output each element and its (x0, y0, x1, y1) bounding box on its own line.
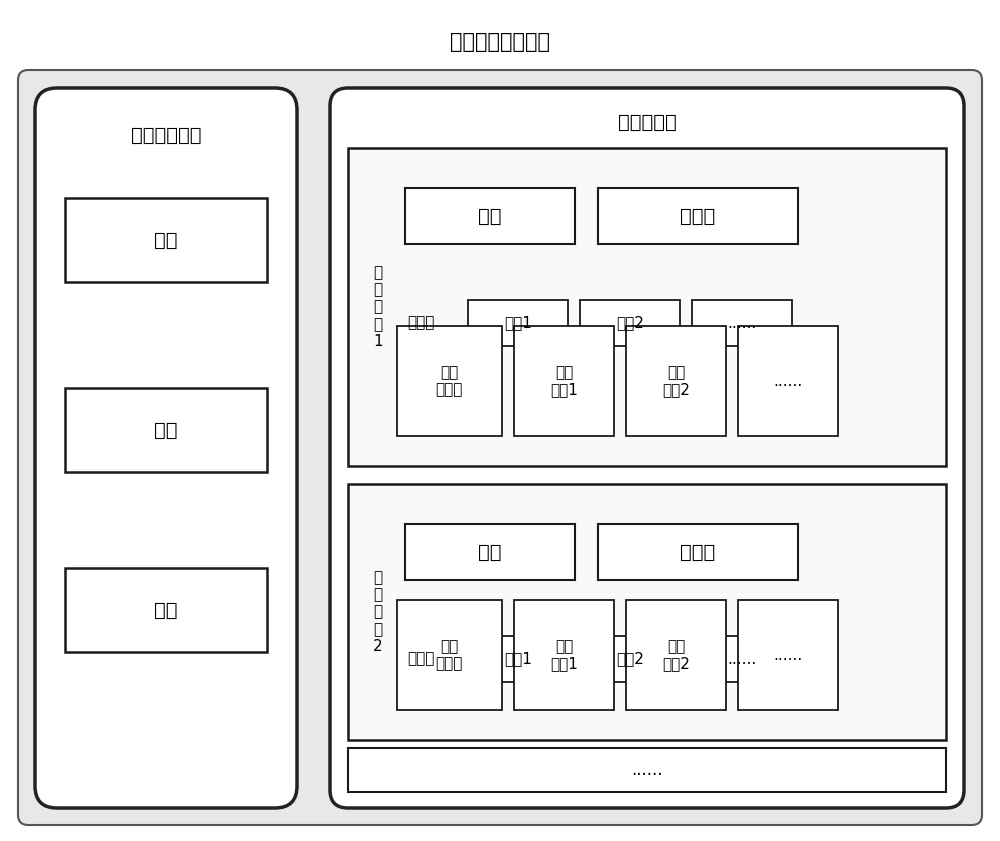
Text: 触发
功能1: 触发 功能1 (550, 639, 578, 671)
Text: 参数2: 参数2 (616, 315, 644, 331)
Bar (598, 524, 798, 580)
Text: 触发
功能集: 触发 功能集 (435, 365, 463, 397)
Bar (348, 148, 946, 466)
Bar (348, 484, 946, 740)
Bar (65, 388, 267, 472)
Text: ......: ...... (773, 648, 803, 663)
Bar (65, 198, 267, 282)
Bar (468, 636, 568, 682)
Bar (598, 188, 798, 244)
Text: 测
试
功
能
2: 测 试 功 能 2 (373, 569, 383, 654)
Text: 参数1: 参数1 (504, 315, 532, 331)
Text: 图标: 图标 (154, 420, 178, 440)
Text: 测试功能集: 测试功能集 (618, 113, 676, 131)
Bar (738, 326, 838, 436)
Text: 版本: 版本 (154, 230, 178, 250)
Text: 返回值: 返回值 (680, 542, 716, 562)
Bar (468, 300, 568, 346)
Bar (65, 568, 267, 652)
Bar (692, 300, 792, 346)
FancyBboxPatch shape (35, 88, 297, 808)
Text: 参数集: 参数集 (407, 652, 434, 667)
Bar (692, 636, 792, 682)
FancyBboxPatch shape (18, 70, 982, 825)
Text: ......: ...... (773, 373, 803, 389)
Bar (580, 300, 680, 346)
Text: 接口: 接口 (154, 600, 178, 620)
Text: 触发
功能2: 触发 功能2 (662, 365, 690, 397)
Bar (405, 188, 575, 244)
Bar (397, 600, 502, 710)
Text: ......: ...... (727, 652, 757, 667)
Text: ......: ...... (631, 761, 663, 779)
Bar (514, 600, 614, 710)
Text: 参数集: 参数集 (407, 315, 434, 331)
Text: 参数1: 参数1 (504, 652, 532, 667)
Text: 返回值: 返回值 (680, 207, 716, 225)
Text: 参数2: 参数2 (616, 652, 644, 667)
Bar (348, 748, 946, 792)
Text: 指令: 指令 (478, 207, 502, 225)
Text: 测试装备信息: 测试装备信息 (131, 125, 201, 145)
Text: 触发
功能集: 触发 功能集 (435, 639, 463, 671)
Text: 测
试
功
能
1: 测 试 功 能 1 (373, 265, 383, 349)
Bar (405, 524, 575, 580)
Bar (397, 326, 502, 436)
Bar (514, 326, 614, 436)
Bar (626, 600, 726, 710)
FancyBboxPatch shape (330, 88, 964, 808)
Text: 自动测试装备模型: 自动测试装备模型 (450, 32, 550, 52)
Bar (626, 326, 726, 436)
Text: ......: ...... (727, 315, 757, 331)
Text: 触发
功能1: 触发 功能1 (550, 365, 578, 397)
Bar (738, 600, 838, 710)
Text: 触发
功能2: 触发 功能2 (662, 639, 690, 671)
Text: 指令: 指令 (478, 542, 502, 562)
Bar (580, 636, 680, 682)
